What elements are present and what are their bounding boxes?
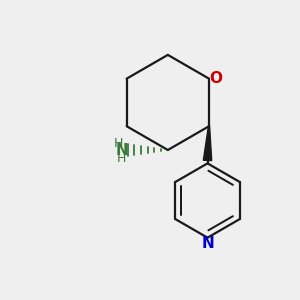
Text: N: N: [116, 143, 128, 158]
Text: H: H: [114, 137, 124, 150]
Polygon shape: [203, 126, 212, 160]
Text: O: O: [209, 70, 222, 86]
Text: N: N: [201, 236, 214, 250]
Text: H: H: [117, 152, 127, 165]
